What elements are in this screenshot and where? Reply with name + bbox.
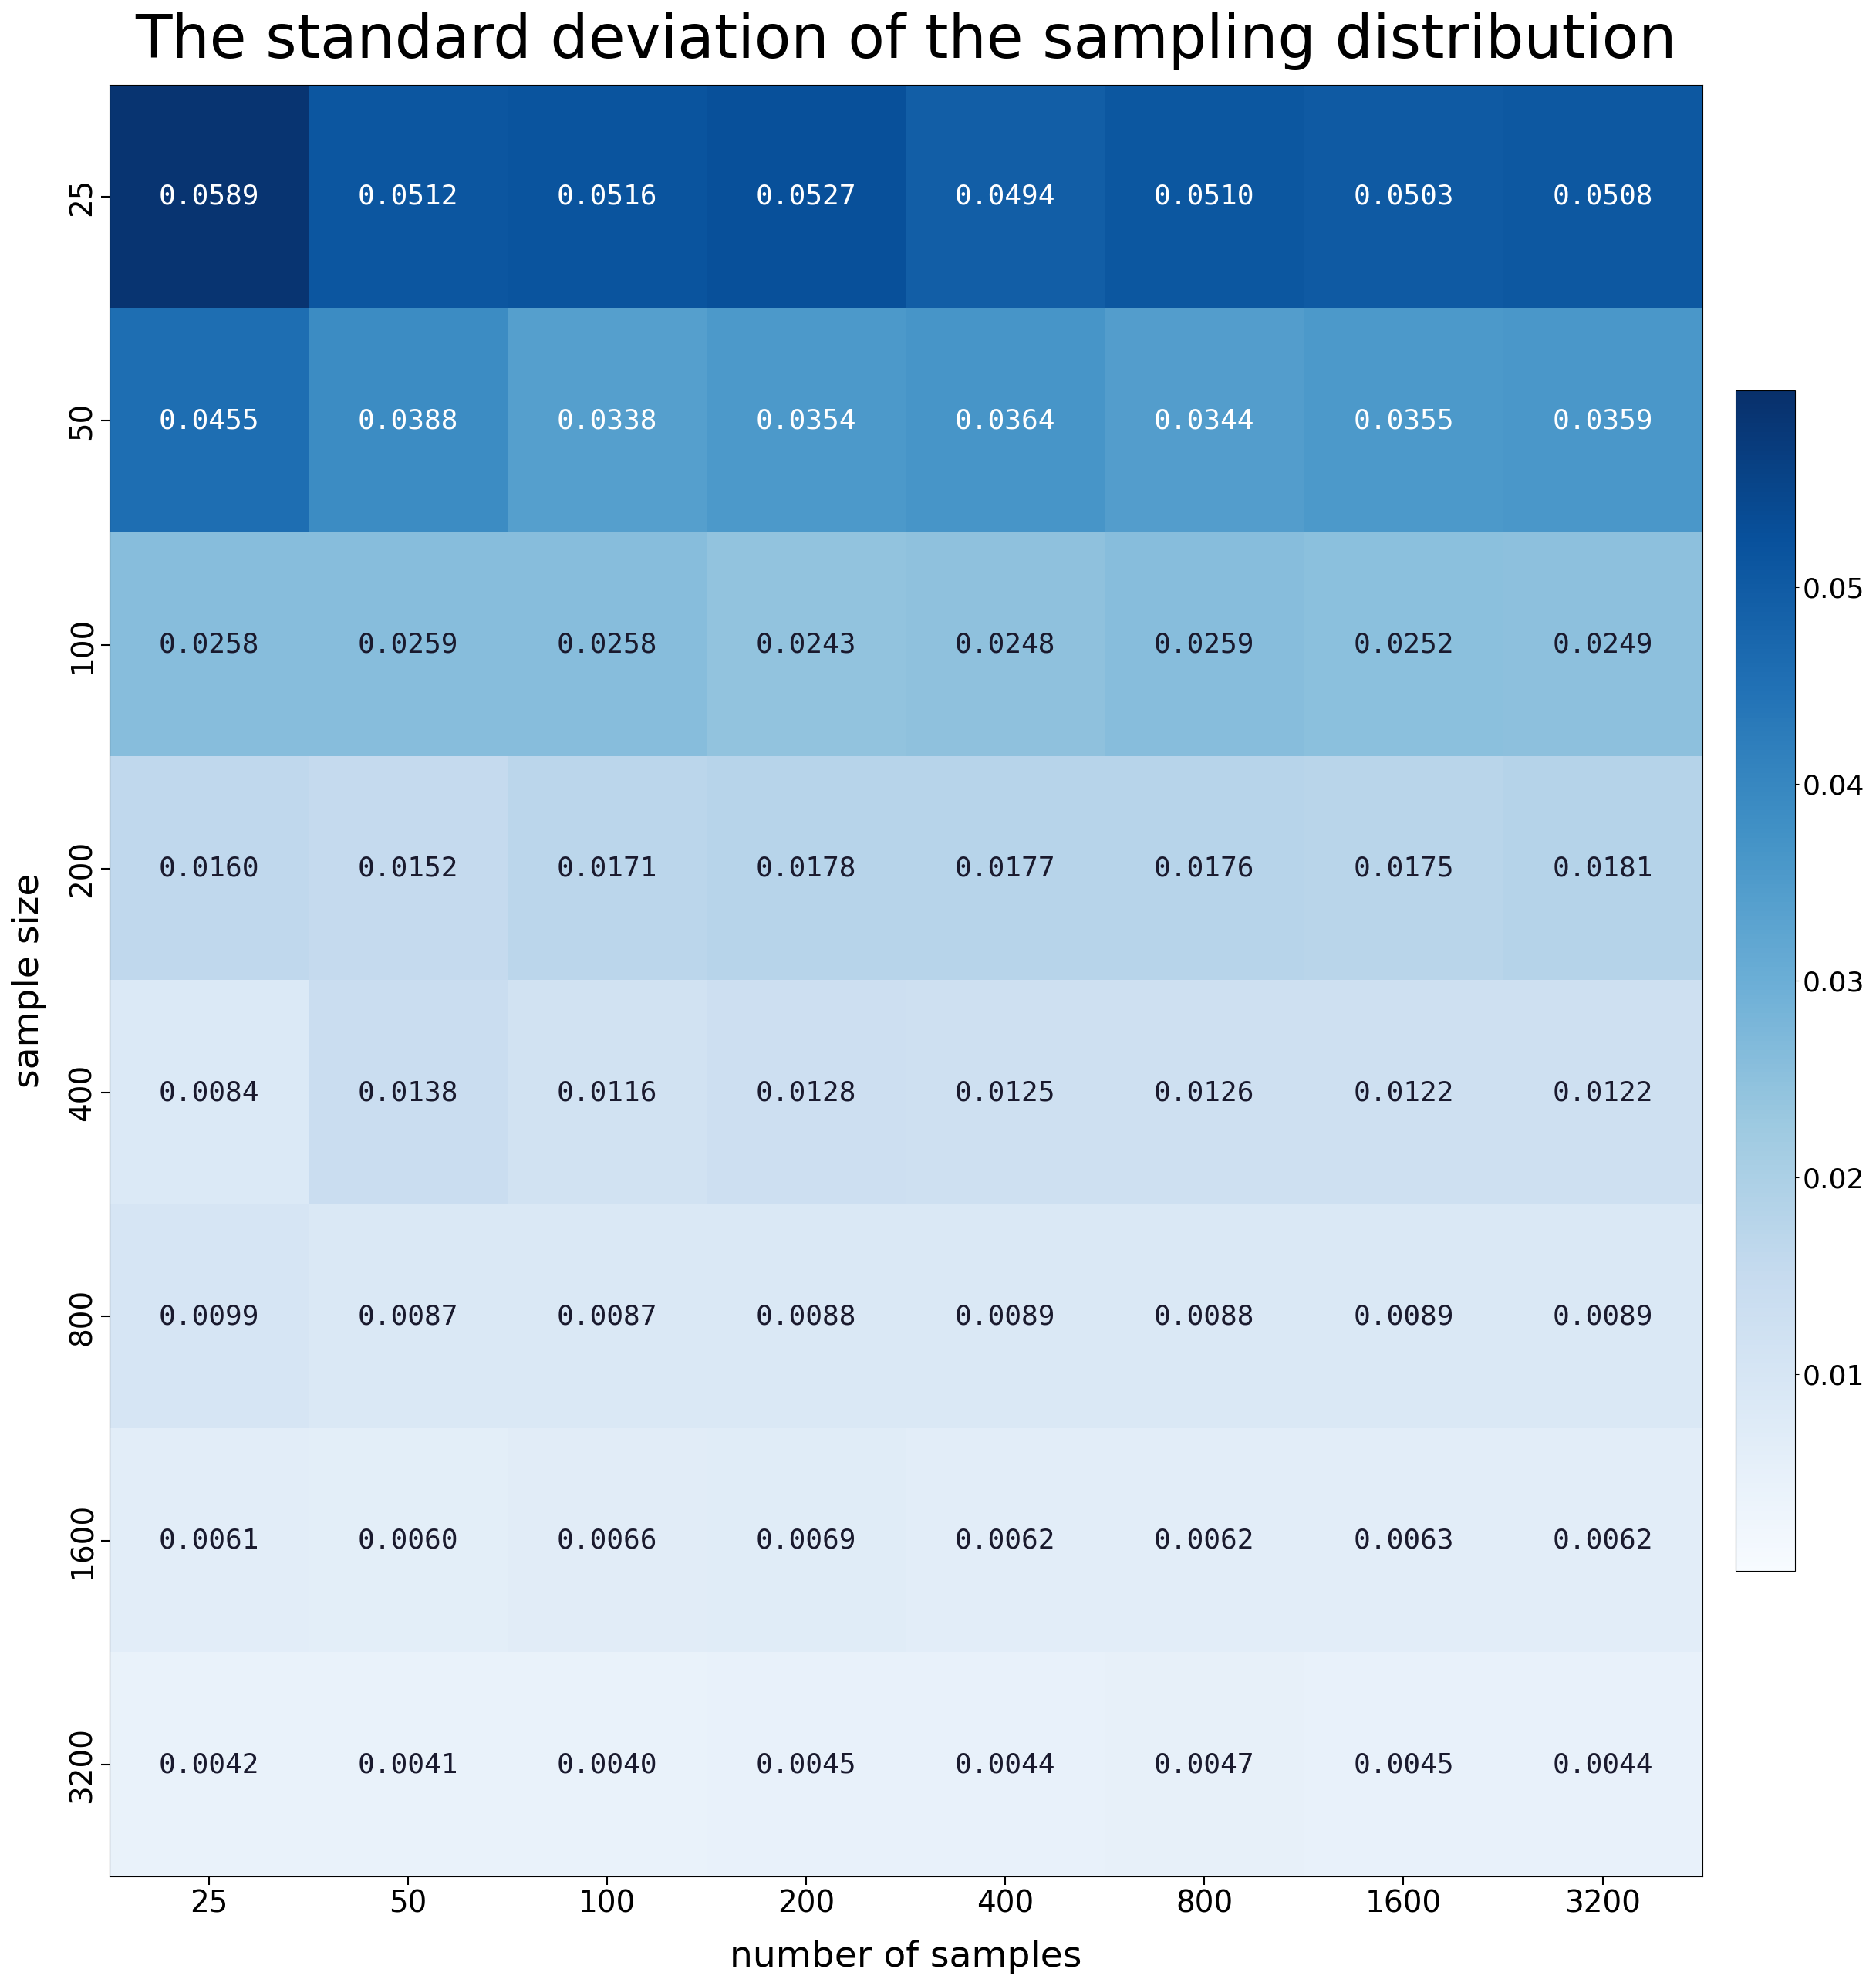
Text: 0.0152: 0.0152 <box>358 856 458 882</box>
Text: 0.0176: 0.0176 <box>1154 856 1255 882</box>
Text: 0.0122: 0.0122 <box>1353 1080 1454 1106</box>
Text: 0.0044: 0.0044 <box>1551 1752 1653 1777</box>
Text: 0.0177: 0.0177 <box>955 856 1056 882</box>
Text: 0.0047: 0.0047 <box>1154 1752 1255 1777</box>
Text: 0.0060: 0.0060 <box>358 1527 458 1553</box>
Text: 0.0045: 0.0045 <box>1353 1752 1454 1777</box>
Text: 0.0175: 0.0175 <box>1353 856 1454 882</box>
Text: 0.0099: 0.0099 <box>159 1303 259 1331</box>
Text: 0.0355: 0.0355 <box>1353 407 1454 433</box>
Text: 0.0508: 0.0508 <box>1551 183 1653 211</box>
Text: 0.0044: 0.0044 <box>955 1752 1056 1777</box>
Text: 0.0089: 0.0089 <box>955 1303 1056 1331</box>
Text: 0.0354: 0.0354 <box>756 407 857 433</box>
Text: 0.0122: 0.0122 <box>1551 1080 1653 1106</box>
Text: 0.0069: 0.0069 <box>756 1527 857 1553</box>
Text: 0.0062: 0.0062 <box>1154 1527 1255 1553</box>
Text: 0.0062: 0.0062 <box>1551 1527 1653 1553</box>
Text: 0.0089: 0.0089 <box>1551 1303 1653 1331</box>
Text: 0.0087: 0.0087 <box>557 1303 657 1331</box>
X-axis label: number of samples: number of samples <box>730 1940 1082 1974</box>
Text: 0.0503: 0.0503 <box>1353 183 1454 211</box>
Text: 0.0088: 0.0088 <box>1154 1303 1255 1331</box>
Text: 0.0512: 0.0512 <box>358 183 458 211</box>
Text: 0.0338: 0.0338 <box>557 407 657 433</box>
Text: 0.0045: 0.0045 <box>756 1752 857 1777</box>
Text: 0.0138: 0.0138 <box>358 1080 458 1106</box>
Text: 0.0248: 0.0248 <box>955 632 1056 657</box>
Text: 0.0181: 0.0181 <box>1551 856 1653 882</box>
Text: 0.0040: 0.0040 <box>557 1752 657 1777</box>
Text: 0.0089: 0.0089 <box>1353 1303 1454 1331</box>
Text: 0.0359: 0.0359 <box>1551 407 1653 433</box>
Text: 0.0084: 0.0084 <box>159 1080 259 1106</box>
Text: 0.0516: 0.0516 <box>557 183 657 211</box>
Text: 0.0258: 0.0258 <box>159 632 259 657</box>
Y-axis label: sample size: sample size <box>11 874 47 1088</box>
Text: 0.0087: 0.0087 <box>358 1303 458 1331</box>
Text: 0.0125: 0.0125 <box>955 1080 1056 1106</box>
Text: 0.0042: 0.0042 <box>159 1752 259 1777</box>
Text: 0.0344: 0.0344 <box>1154 407 1255 433</box>
Text: 0.0589: 0.0589 <box>159 183 259 211</box>
Text: 0.0061: 0.0061 <box>159 1527 259 1553</box>
Text: 0.0066: 0.0066 <box>557 1527 657 1553</box>
Text: 0.0062: 0.0062 <box>955 1527 1056 1553</box>
Text: 0.0041: 0.0041 <box>358 1752 458 1777</box>
Text: 0.0455: 0.0455 <box>159 407 259 433</box>
Text: 0.0128: 0.0128 <box>756 1080 857 1106</box>
Text: 0.0527: 0.0527 <box>756 183 857 211</box>
Text: 0.0259: 0.0259 <box>358 632 458 657</box>
Text: 0.0249: 0.0249 <box>1551 632 1653 657</box>
Text: 0.0243: 0.0243 <box>756 632 857 657</box>
Text: 0.0252: 0.0252 <box>1353 632 1454 657</box>
Text: 0.0258: 0.0258 <box>557 632 657 657</box>
Text: 0.0160: 0.0160 <box>159 856 259 882</box>
Title: The standard deviation of the sampling distribution: The standard deviation of the sampling d… <box>135 12 1677 70</box>
Text: 0.0116: 0.0116 <box>557 1080 657 1106</box>
Text: 0.0494: 0.0494 <box>955 183 1056 211</box>
Text: 0.0126: 0.0126 <box>1154 1080 1255 1106</box>
Text: 0.0171: 0.0171 <box>557 856 657 882</box>
Text: 0.0364: 0.0364 <box>955 407 1056 433</box>
Text: 0.0178: 0.0178 <box>756 856 857 882</box>
Text: 0.0388: 0.0388 <box>358 407 458 433</box>
Text: 0.0063: 0.0063 <box>1353 1527 1454 1553</box>
Text: 0.0510: 0.0510 <box>1154 183 1255 211</box>
Text: 0.0088: 0.0088 <box>756 1303 857 1331</box>
Text: 0.0259: 0.0259 <box>1154 632 1255 657</box>
